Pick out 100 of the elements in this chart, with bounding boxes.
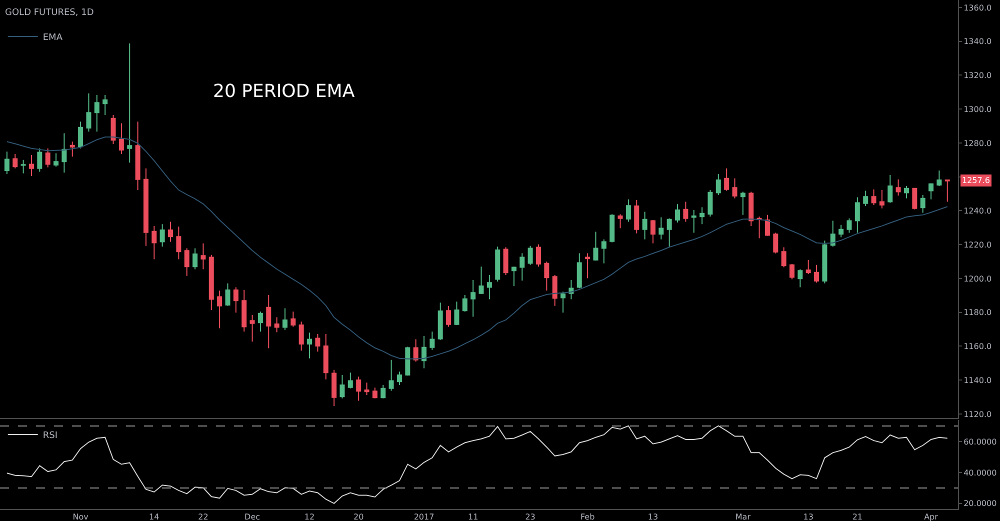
candlestick xyxy=(511,266,516,287)
candlestick xyxy=(380,384,386,399)
candlestick xyxy=(102,94,108,116)
candlestick xyxy=(642,211,648,240)
line-series xyxy=(6,425,948,504)
candlestick xyxy=(37,148,42,172)
candlestick xyxy=(814,264,820,284)
candlestick xyxy=(290,311,296,328)
candlestick xyxy=(454,301,460,326)
candlestick xyxy=(748,191,754,226)
candlestick xyxy=(413,338,418,362)
y-tick-label: 1240.0 xyxy=(964,206,992,216)
candlestick xyxy=(920,194,926,214)
candlestick xyxy=(217,290,222,329)
candlestick xyxy=(781,246,786,268)
candlestick xyxy=(340,374,345,399)
annotation: 20 PERIOD EMA xyxy=(213,81,356,102)
candlestick xyxy=(716,173,721,196)
x-tick-label: 13 xyxy=(648,512,658,521)
candlestick xyxy=(896,178,901,196)
candlestick xyxy=(610,214,615,243)
candlestick xyxy=(854,196,860,234)
candlestick xyxy=(658,216,664,240)
candlestick xyxy=(756,216,762,239)
candlestick xyxy=(388,359,394,392)
candlestick xyxy=(12,153,18,169)
x-tick-label: 13 xyxy=(803,512,814,521)
candlestick xyxy=(789,264,794,280)
annotation: 1257.6 xyxy=(962,176,990,185)
candlestick xyxy=(364,382,370,396)
candlestick xyxy=(478,266,484,295)
y-tick-label: 1160.0 xyxy=(964,342,992,351)
candlestick xyxy=(806,259,811,275)
candlestick xyxy=(430,331,435,350)
candlestick xyxy=(446,306,452,328)
candlestick xyxy=(888,174,893,204)
candlestick xyxy=(683,201,688,222)
candlestick xyxy=(936,170,942,186)
candlestick xyxy=(54,152,59,168)
candlestick xyxy=(70,141,75,158)
candlestick xyxy=(675,204,680,224)
y-tick-label: 1340.0 xyxy=(964,37,992,46)
candlestick xyxy=(830,220,836,248)
text: GOLD FUTURES, 1D xyxy=(5,8,94,18)
candlestick xyxy=(200,242,206,270)
candlestick xyxy=(863,190,868,206)
candlestick xyxy=(601,238,606,264)
x-tick-label: 11 xyxy=(468,512,478,521)
candlestick xyxy=(348,372,353,389)
candlestick xyxy=(904,185,909,199)
candlestick xyxy=(143,168,148,246)
candlestick xyxy=(568,279,574,300)
y-tick-label: 60.0000 xyxy=(964,437,997,446)
y-tick-label: 40.0000 xyxy=(964,468,997,478)
candlestick xyxy=(225,282,230,306)
candlestick xyxy=(593,231,598,262)
candlestick xyxy=(798,268,803,288)
candlestick xyxy=(912,188,918,210)
candlestick xyxy=(503,246,508,276)
candlestick xyxy=(250,314,255,342)
candlestick xyxy=(944,180,950,202)
candlestick xyxy=(242,289,247,332)
candlestick xyxy=(372,387,378,399)
x-tick-label: 22 xyxy=(198,512,208,521)
y-tick-label: 1300.0 xyxy=(964,104,992,114)
candlestick xyxy=(152,225,157,260)
candlestick xyxy=(62,132,67,174)
candlestick xyxy=(135,121,140,191)
candlestick xyxy=(700,206,705,225)
candlestick xyxy=(495,246,500,282)
candlestick xyxy=(168,221,174,242)
candlestick xyxy=(691,210,696,234)
candlestick xyxy=(773,232,778,254)
candlestick xyxy=(258,311,263,332)
candlestick xyxy=(266,294,272,349)
y-tick-label: 1360.0 xyxy=(964,3,992,12)
candlestick xyxy=(544,261,550,292)
x-tick-label: Apr xyxy=(924,512,939,521)
candlestick xyxy=(626,198,631,222)
legend-label: RSI xyxy=(42,431,58,442)
x-tick-label: 21 xyxy=(852,512,863,521)
candlestick xyxy=(233,286,238,314)
x-tick-label: Mar xyxy=(735,512,752,521)
x-tick-label: 20 xyxy=(353,512,364,521)
x-tick-label: 14 xyxy=(149,512,160,521)
candlestick xyxy=(356,376,362,402)
candlestick xyxy=(536,244,541,268)
candlestick xyxy=(127,42,132,164)
candlestick xyxy=(822,240,828,284)
candlestick xyxy=(4,151,10,174)
candlestick xyxy=(110,114,116,144)
candlestick xyxy=(396,371,402,386)
candlestick xyxy=(192,248,198,270)
x-tick-label: 12 xyxy=(304,512,315,521)
candlestick xyxy=(20,159,26,174)
candlestick xyxy=(634,200,640,234)
y-tick-label: 1180.0 xyxy=(964,308,992,318)
candlestick xyxy=(552,274,558,306)
x-tick-label: Feb xyxy=(580,512,595,521)
y-tick-label: 1120.0 xyxy=(964,410,992,419)
